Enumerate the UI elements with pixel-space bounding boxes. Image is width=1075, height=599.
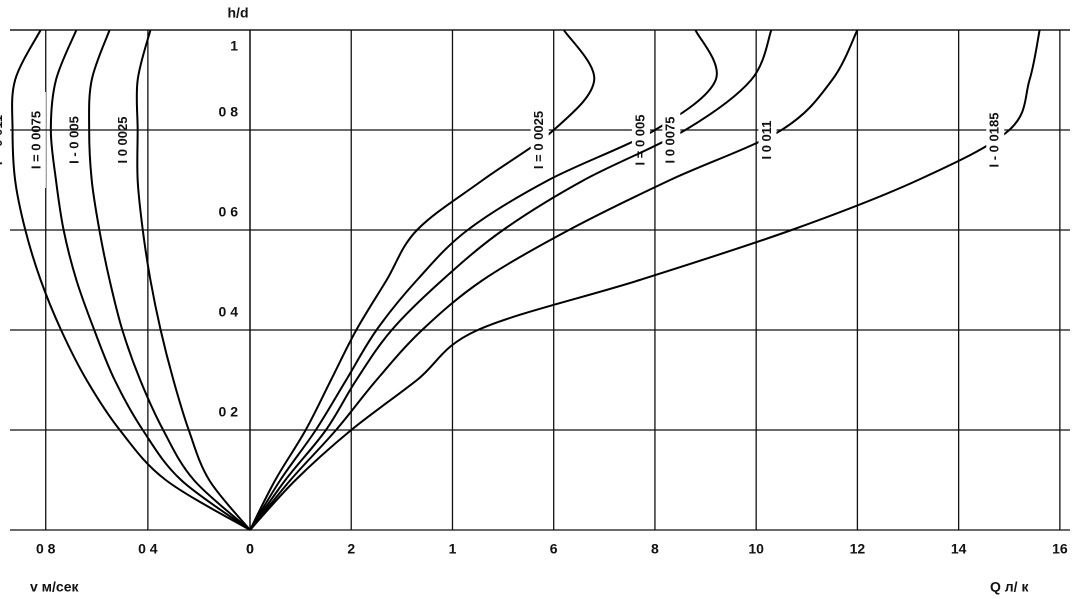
x-tick-label: 16 <box>1052 541 1068 557</box>
curve <box>249 29 596 531</box>
curve <box>11 29 251 531</box>
curve-label: I 0 0075 <box>663 117 678 164</box>
curve <box>249 29 1041 531</box>
curve-label-bg <box>530 92 549 188</box>
curve <box>49 29 251 531</box>
y-tick-label: 0 4 <box>219 304 239 320</box>
x-tick-label: 10 <box>748 541 764 557</box>
curve-label-bg <box>631 92 650 188</box>
x-tick-label: 0 <box>246 541 254 557</box>
y-tick-label: 1 <box>230 38 238 54</box>
x-tick-label: 2 <box>347 541 355 557</box>
curve <box>249 29 859 531</box>
curve-label-bg <box>758 92 777 188</box>
curve-label: I 0 0025 <box>115 117 130 164</box>
curve-label: I = 0 0075 <box>28 111 43 169</box>
curve-label-bg <box>27 92 46 188</box>
x-tick-label: 0 4 <box>138 541 158 557</box>
curve-label-bg <box>66 92 85 188</box>
x-tick-label: 8 <box>651 541 659 557</box>
curve-label-bg <box>662 92 681 188</box>
x-axis-label: Q л/ к <box>990 579 1029 595</box>
curve-label: I = 0 005 <box>632 115 647 166</box>
curve-label: I - 0 005 <box>67 116 82 164</box>
curve-label-bg <box>986 92 1005 188</box>
curve-label: I - 0 0185 <box>987 113 1002 168</box>
x-tick-label: 6 <box>550 541 558 557</box>
y-axis-label: h/d <box>228 5 249 21</box>
curve <box>135 29 251 531</box>
x-tick-label: 12 <box>850 541 866 557</box>
x-tick-label: 14 <box>951 541 967 557</box>
curve-label: I = 0 011 <box>0 115 5 165</box>
y-tick-label: 0 2 <box>219 404 239 420</box>
curve-label: I 0 011 <box>759 120 774 159</box>
curve-label-bg <box>0 92 8 188</box>
y-tick-label: 0 8 <box>219 104 239 120</box>
curve-label: I = 0 0025 <box>531 111 546 169</box>
curve <box>249 29 773 531</box>
curve <box>88 29 251 531</box>
x-tick-label: 1 <box>449 541 457 557</box>
x-tick-label: 0 8 <box>36 541 56 557</box>
curve-label-bg <box>114 92 133 188</box>
y-tick-label: 0 6 <box>219 204 239 220</box>
x-tick-label: 0 <box>246 541 254 557</box>
x-axis-label: v м/сек <box>30 579 79 595</box>
